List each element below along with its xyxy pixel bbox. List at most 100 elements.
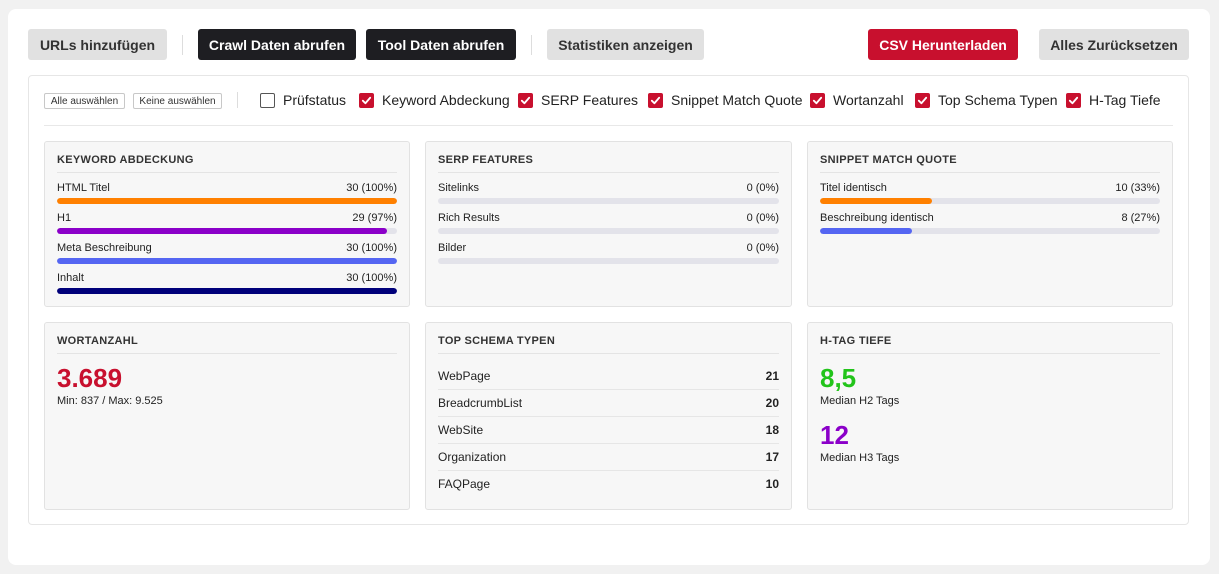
checkbox-checked-icon[interactable]: [810, 92, 825, 108]
median-h2-value: 8,5: [820, 363, 857, 393]
schema-type-label: WebSite: [438, 423, 484, 437]
progress-track: [438, 228, 779, 234]
csv-download-button[interactable]: CSV Herunterladen: [868, 29, 1018, 60]
word-count-value: 3.689: [57, 363, 123, 393]
metric-row: Bilder 0 (0%): [438, 242, 779, 266]
filter-option[interactable]: Keyword Abdeckung: [359, 91, 510, 109]
checkbox-checked-icon[interactable]: [1066, 92, 1081, 108]
metric-value: 0 (0%): [746, 182, 779, 194]
progress-track: [57, 258, 397, 264]
card-divider: [57, 172, 397, 173]
schema-row: Organization 17: [438, 444, 779, 471]
progress-track: [820, 228, 1160, 234]
filter-option-label: Snippet Match Quote: [671, 92, 803, 108]
schema-type-label: FAQPage: [438, 477, 491, 491]
card-title: WORTANZAHL: [57, 335, 138, 347]
metric-value: 8 (27%): [1121, 212, 1160, 224]
metric-row: Inhalt 30 (100%): [57, 272, 397, 296]
card-divider: [438, 172, 779, 173]
crawl-data-button[interactable]: Crawl Daten abrufen: [198, 29, 356, 60]
progress-fill: [820, 198, 933, 204]
filter-option[interactable]: Snippet Match Quote: [648, 91, 803, 109]
checkbox-checked-icon[interactable]: [518, 92, 533, 108]
tool-data-button[interactable]: Tool Daten abrufen: [366, 29, 516, 60]
metric-label: Rich Results: [438, 212, 500, 224]
metric-value: 30 (100%): [346, 242, 397, 254]
filter-option-label: Keyword Abdeckung: [382, 92, 510, 108]
filter-option[interactable]: Wortanzahl: [810, 91, 904, 109]
add-urls-button[interactable]: URLs hinzufügen: [28, 29, 167, 60]
checkbox-checked-icon[interactable]: [359, 92, 374, 108]
metric-label: HTML Titel: [57, 182, 110, 194]
checkbox-unchecked-icon[interactable]: [260, 92, 275, 108]
metric-value: 29 (97%): [352, 212, 397, 224]
schema-type-count: 20: [765, 396, 779, 410]
filter-option[interactable]: Prüfstatus: [260, 91, 346, 109]
schema-type-count: 18: [765, 423, 779, 437]
filter-option-label: Prüfstatus: [283, 92, 347, 108]
metric-row: Meta Beschreibung 30 (100%): [57, 242, 397, 266]
card-title: TOP SCHEMA TYPEN: [438, 335, 556, 347]
card-title: H-TAG TIEFE: [820, 335, 892, 347]
schema-type-label: BreadcrumbList: [438, 396, 523, 410]
show-stats-button[interactable]: Statistiken anzeigen: [547, 29, 704, 60]
filter-option-label: Top Schema Typen: [938, 92, 1058, 108]
schema-row: WebSite 18: [438, 417, 779, 444]
checkbox-checked-icon[interactable]: [648, 92, 663, 108]
median-h3-value: 12: [820, 420, 849, 450]
schema-type-count: 17: [765, 450, 779, 464]
metric-row: HTML Titel 30 (100%): [57, 182, 397, 206]
schema-row: WebPage 21: [438, 363, 779, 390]
metric-row: Sitelinks 0 (0%): [438, 182, 779, 206]
filter-option[interactable]: Top Schema Typen: [915, 91, 1058, 109]
metric-label: H1: [57, 212, 72, 224]
progress-fill: [57, 228, 387, 234]
metric-value: 0 (0%): [746, 212, 779, 224]
schema-row: BreadcrumbList 20: [438, 390, 779, 417]
reset-all-button[interactable]: Alles Zurücksetzen: [1039, 29, 1189, 60]
progress-track: [57, 198, 397, 204]
serp-features-card: SERP FEATURES Sitelinks 0 (0%) Rich Result…: [425, 141, 792, 307]
progress-fill: [57, 288, 397, 294]
toolbar-divider: [182, 35, 183, 55]
card-title: SNIPPET MATCH QUOTE: [820, 154, 957, 166]
metric-label: Bilder: [438, 242, 467, 254]
metric-value: 0 (0%): [746, 242, 779, 254]
schema-row: FAQPage 10: [438, 471, 779, 498]
card-divider: [57, 353, 397, 354]
word-count-card: WORTANZAHL 3.689 Min: 837 / Max: 9.525: [44, 322, 410, 510]
metric-value: 10 (33%): [1115, 182, 1160, 194]
card-divider: [820, 172, 1160, 173]
metric-label: Inhalt: [57, 272, 84, 284]
card-divider: [820, 353, 1160, 354]
filter-option-label: Wortanzahl: [833, 92, 904, 108]
metric-label: Meta Beschreibung: [57, 242, 152, 254]
metric-value: 30 (100%): [346, 272, 397, 284]
metric-label: Titel identisch: [820, 182, 887, 194]
progress-track: [57, 288, 397, 294]
metric-row: Beschreibung identisch 8 (27%): [820, 212, 1160, 236]
schema-types-card: TOP SCHEMA TYPEN WebPage 21 BreadcrumbList…: [425, 322, 792, 510]
filter-option[interactable]: H-Tag Tiefe: [1066, 91, 1161, 109]
schema-type-count: 10: [765, 477, 779, 491]
filter-option-label: SERP Features: [541, 92, 639, 108]
card-title: SERP FEATURES: [438, 154, 534, 166]
toolbar-divider: [531, 35, 532, 55]
metric-row: Rich Results 0 (0%): [438, 212, 779, 236]
checkbox-checked-icon[interactable]: [915, 92, 930, 108]
card-title: KEYWORD ABDECKUNG: [57, 154, 194, 166]
schema-type-count: 21: [765, 369, 779, 383]
select-none-button[interactable]: Keine auswählen: [133, 93, 222, 109]
progress-track: [438, 198, 779, 204]
metric-label: Sitelinks: [438, 182, 479, 194]
keyword-coverage-card: KEYWORD ABDECKUNG HTML Titel 30 (100%) H1 2…: [44, 141, 410, 307]
progress-track: [438, 258, 779, 264]
metric-row: H1 29 (97%): [57, 212, 397, 236]
filter-divider: [237, 92, 238, 108]
schema-type-label: WebPage: [438, 369, 491, 383]
word-count-range: Min: 837 / Max: 9.525: [57, 395, 163, 407]
filter-option[interactable]: SERP Features: [518, 91, 638, 109]
select-all-button[interactable]: Alle auswählen: [44, 93, 125, 109]
metric-value: 30 (100%): [346, 182, 397, 194]
metric-label: Beschreibung identisch: [820, 212, 934, 224]
